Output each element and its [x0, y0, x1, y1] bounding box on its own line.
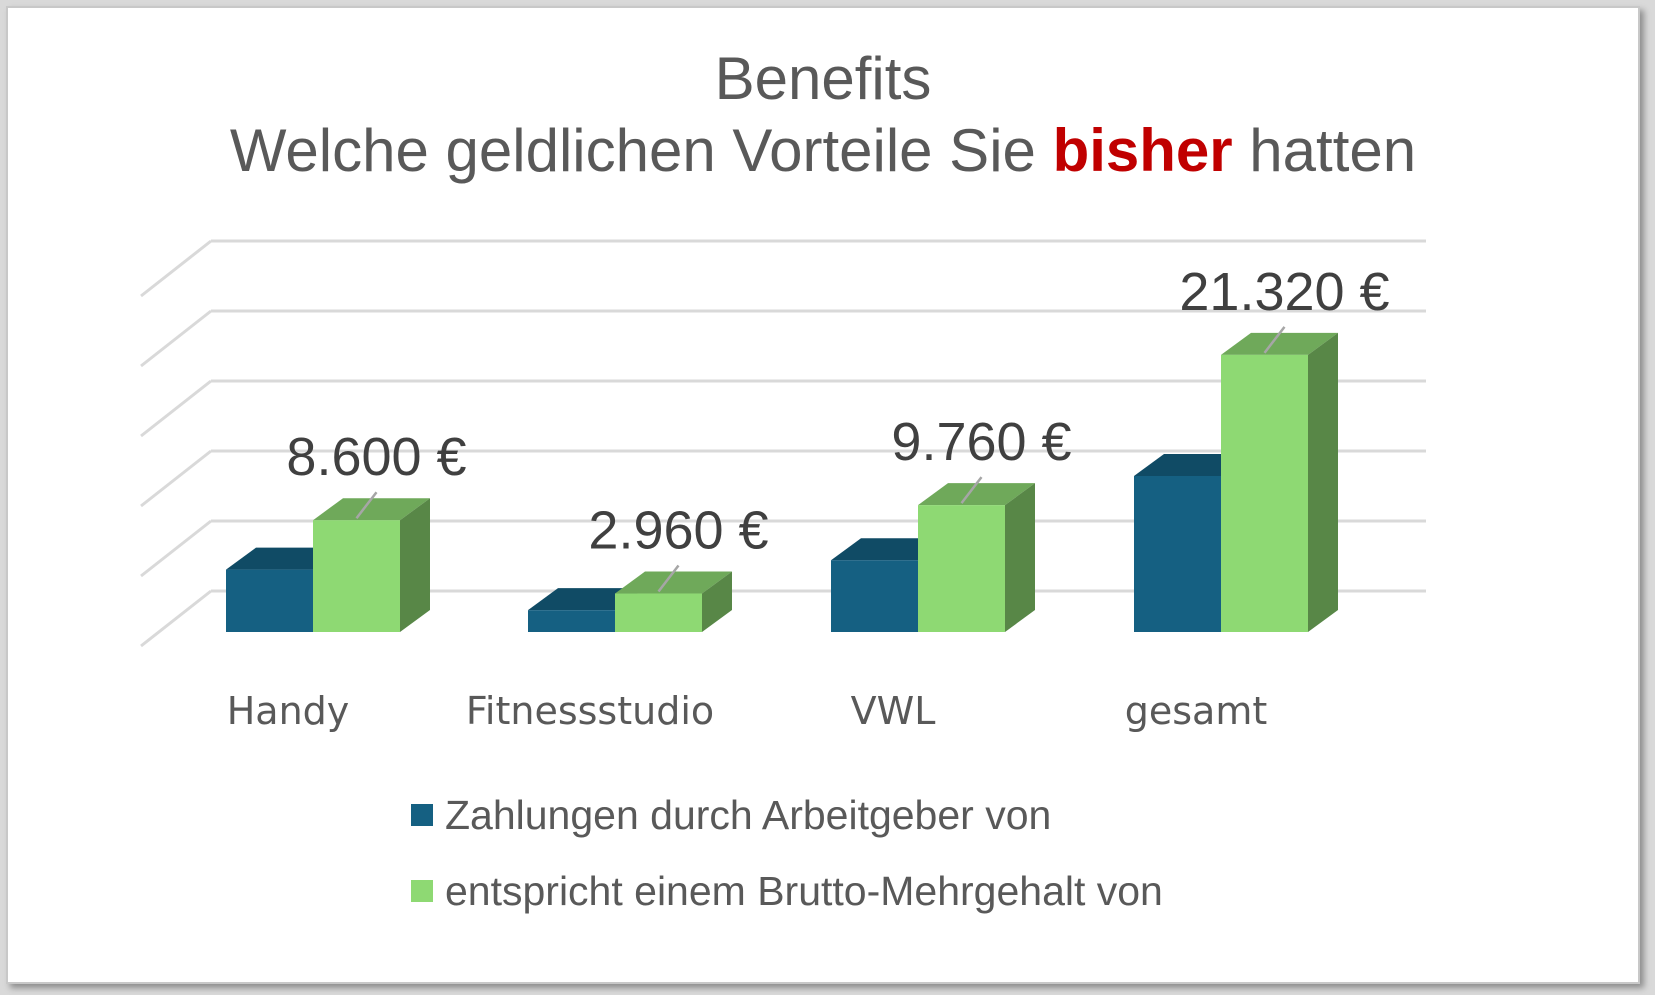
- chart-title: Benefits: [6, 44, 1640, 113]
- data-label: 9.760 €: [891, 412, 1071, 472]
- gridline-side: [140, 379, 212, 438]
- bar-top: [313, 498, 430, 521]
- legend-item-series-1: Zahlungen durch Arbeitgeber von: [411, 792, 1051, 839]
- chart-title-line1: Benefits: [714, 45, 932, 112]
- legend-swatch-series-1: [411, 804, 433, 827]
- bar-side: [1005, 483, 1035, 632]
- x-tick-label: VWL: [851, 689, 936, 733]
- bar-side: [400, 498, 430, 632]
- bar: [831, 560, 918, 632]
- legend-item-series-2: entspricht einem Brutto-Mehrgehalt von: [411, 868, 1163, 915]
- bar-side: [702, 571, 732, 632]
- legend-label-series-2: entspricht einem Brutto-Mehrgehalt von: [445, 868, 1163, 914]
- bar: [615, 593, 702, 632]
- data-label: 2.960 €: [588, 501, 768, 561]
- bar: [1221, 354, 1308, 632]
- bar: [226, 569, 313, 632]
- gridline-side: [140, 519, 212, 578]
- x-tick-label: Handy: [227, 689, 350, 733]
- bar-chart-3d: 8.600 € Handy 2.960 € Fitnessstudio 9.760 € V…: [140, 239, 1426, 733]
- data-label: 8.600 €: [286, 427, 466, 487]
- chart-subtitle-end: hatten: [1232, 117, 1417, 184]
- data-label: 21.320 €: [1179, 262, 1389, 322]
- gridline-side: [140, 239, 212, 298]
- data-label-leader: [355, 491, 378, 519]
- bar-top: [1221, 332, 1338, 355]
- legend-label-series-1: Zahlungen durch Arbeitgeber von: [445, 792, 1052, 838]
- gridline-side: [140, 309, 212, 368]
- data-label-leader: [1263, 326, 1286, 354]
- bar-side: [1308, 332, 1338, 632]
- bar-top: [918, 483, 1035, 506]
- data-label-leader: [960, 476, 983, 504]
- chart-subtitle-highlight: bisher: [1052, 117, 1233, 184]
- bar: [1134, 476, 1221, 632]
- bar: [918, 505, 1005, 632]
- x-tick-label: Fitnessstudio: [466, 689, 714, 733]
- data-label-leader: [657, 564, 680, 593]
- legend-swatch-series-2: [411, 880, 433, 903]
- bar: [528, 610, 615, 632]
- chart-subtitle-start: Welche geldlichen Vorteile Sie: [229, 117, 1053, 184]
- chart-card: Benefits Welche geldlichen Vorteile Sie …: [6, 6, 1640, 984]
- gridline-side: [140, 449, 212, 508]
- chart-subtitle: Welche geldlichen Vorteile Sie bisher ha…: [6, 116, 1640, 185]
- gridline-side: [140, 589, 212, 648]
- x-tick-label: gesamt: [1125, 689, 1268, 733]
- bar-top: [615, 571, 732, 594]
- bar: [313, 520, 400, 632]
